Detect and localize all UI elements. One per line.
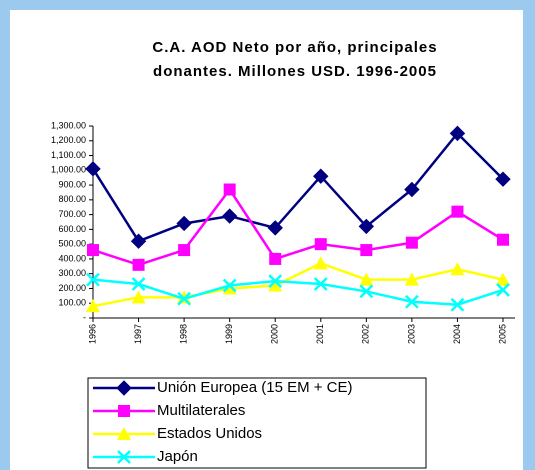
y-tick-label: 800.00 [58,194,86,204]
data-point [267,220,283,236]
y-tick-label: 900.00 [58,179,86,189]
data-point [495,171,511,187]
data-point [404,181,420,198]
x-tick-label: 2004 [452,324,462,344]
data-point [86,272,100,287]
data-point [405,294,419,309]
data-point [85,161,101,177]
x-tick-label: 2002 [361,324,371,344]
data-point [176,215,192,232]
data-point [131,290,146,304]
y-tick-label: - [83,312,86,322]
data-point [313,277,328,291]
legend-label: Estados Unidos [157,425,262,442]
data-point [178,244,191,257]
x-tick-label: 2003 [406,324,416,344]
data-point [450,297,465,312]
data-point [404,272,419,286]
y-tick-label: 700.00 [58,209,86,219]
data-point [313,168,329,184]
data-point [450,262,465,276]
y-tick-label: 500.00 [58,239,86,249]
x-tick-label: 1996 [87,324,97,344]
y-tick-label: 1,200.00 [51,135,86,145]
data-point [223,183,236,196]
data-point [222,281,237,295]
data-point [268,278,283,292]
legend-box [87,377,427,469]
chart-title: C.A. AOD Neto por año, principales [152,39,437,56]
legend-marker [117,450,131,464]
legend-marker [118,405,130,417]
data-point [130,233,147,249]
data-point [314,238,327,251]
data-point [132,258,145,271]
legend-marker [117,427,131,440]
series-line [92,187,504,267]
y-tick-label: 100.00 [58,298,86,308]
data-point [87,244,99,257]
y-tick-label: 1,100.00 [51,150,86,160]
data-point [222,278,237,293]
x-tick-label: 2005 [497,324,507,344]
data-point [359,284,374,299]
series-line [92,262,504,308]
data-point [405,236,418,249]
y-tick-label: 600.00 [58,224,86,234]
data-point [451,205,464,218]
legend-label: Unión Europea (15 EM + CE) [157,379,353,396]
y-tick-label: 200.00 [58,283,86,293]
data-point [358,218,375,235]
data-point [221,208,238,224]
x-tick-label: 1999 [224,324,234,344]
data-point [269,252,282,265]
x-tick-label: 1997 [133,324,143,344]
y-tick-label: 400.00 [58,253,86,263]
data-point [449,125,466,142]
data-point [131,277,146,291]
chart-title: donantes. Millones USD. 1996-2005 [153,63,437,80]
data-point [496,283,510,297]
legend-marker [116,380,132,396]
y-tick-label: 300.00 [58,268,86,278]
y-tick-label: 1,300.00 [51,120,86,130]
data-point [360,244,373,257]
data-point [497,233,509,246]
data-point [313,256,328,270]
x-tick-label: 2001 [315,324,325,344]
data-point [268,274,283,288]
data-point [359,272,374,286]
legend-label: Multilaterales [157,402,245,419]
data-point [496,272,510,286]
data-point [86,299,100,313]
legend-label: Japón [157,448,198,465]
series-line [92,278,504,306]
data-point [177,291,191,306]
series-line [91,131,504,243]
data-point [177,290,192,304]
y-tick-label: 1,000.00 [51,165,86,175]
x-tick-label: 2000 [270,324,280,344]
x-tick-label: 1998 [178,324,188,344]
